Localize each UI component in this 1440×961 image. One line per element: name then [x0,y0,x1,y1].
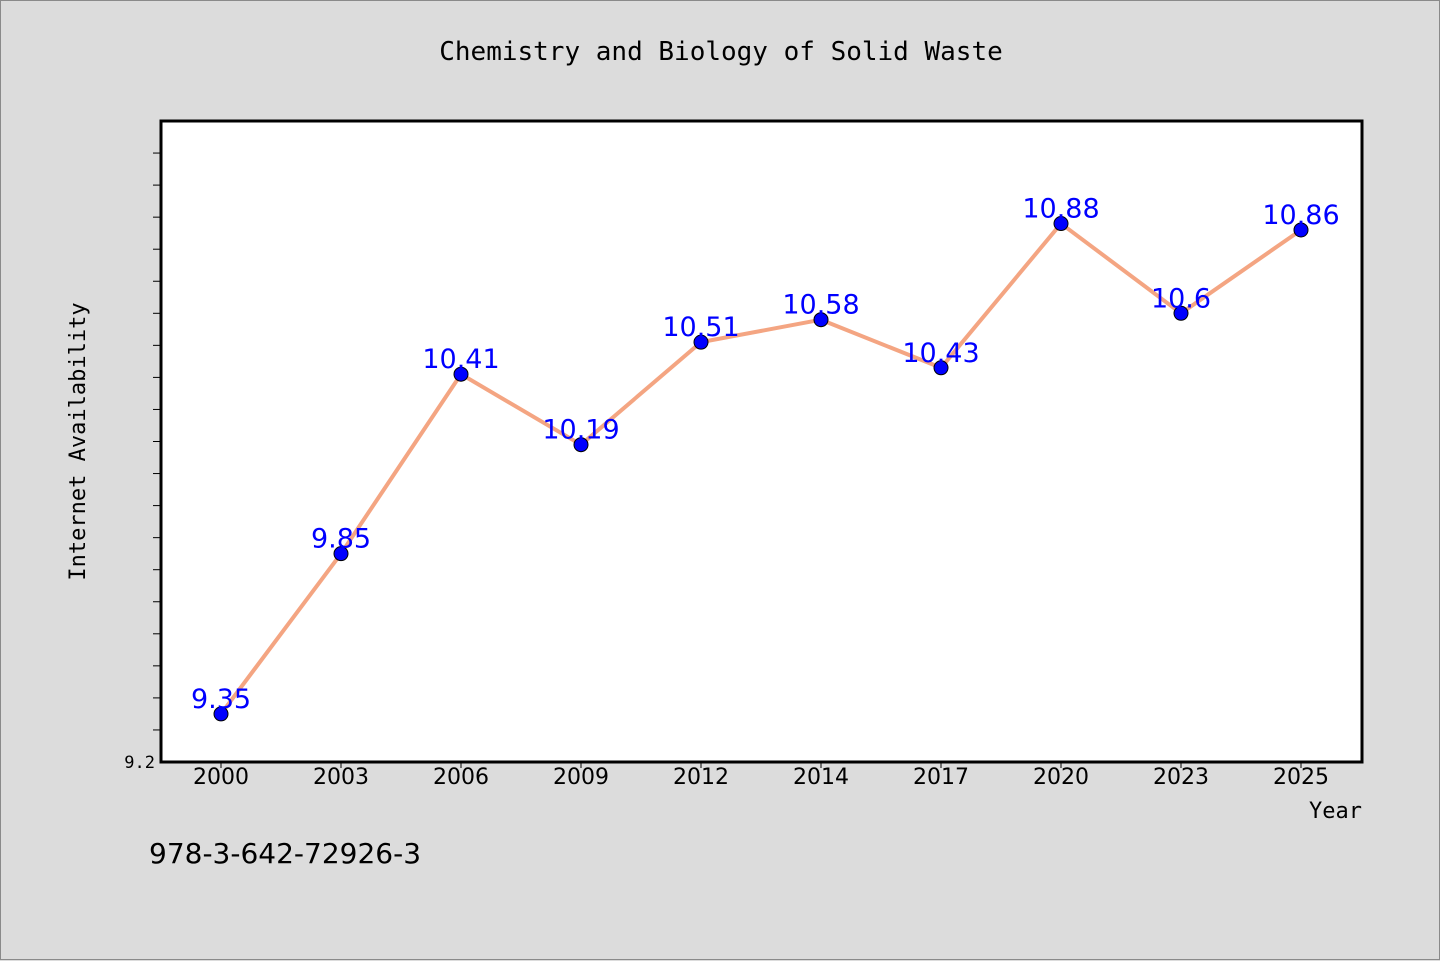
data-point [333,546,349,562]
x-tick-label: 2000 [193,765,249,790]
data-point [1173,305,1189,321]
data-label: 10.19 [542,415,619,446]
y-axis-label: Internet Availability [66,302,91,580]
x-tick-label: 2009 [553,765,609,790]
data-point [1053,216,1069,232]
x-tick-label: 2025 [1273,765,1329,790]
data-label: 10.51 [662,312,739,343]
plot-border [159,119,1364,764]
y-tick-label: 9.2 [124,753,155,773]
data-label: 10.86 [1262,200,1339,231]
data-label: 10.88 [1022,194,1099,225]
data-label: 10.43 [902,338,979,369]
x-tick-label: 2012 [673,765,729,790]
data-point [693,334,709,350]
data-label: 10.41 [422,344,499,375]
chart-title: Chemistry and Biology of Solid Waste [439,37,1003,67]
data-point [933,360,949,376]
footer-isbn: 978-3-642-72926-3 [149,837,422,870]
data-point [1293,222,1309,238]
x-tick-label: 2023 [1153,765,1209,790]
x-tick-label: 2006 [433,765,489,790]
data-point [453,366,469,382]
x-tick-label: 2020 [1033,765,1089,790]
data-label: 10.58 [782,290,859,321]
x-tick-label: 2017 [913,765,969,790]
series-line [219,221,1303,716]
plot-area [161,121,1362,762]
x-axis-label: Year [1309,799,1362,824]
data-point [573,437,589,453]
x-tick-label: 2003 [313,765,369,790]
data-label: 9.35 [191,684,251,715]
data-point [213,706,229,722]
data-label: 9.85 [311,524,371,555]
data-label: 10.6 [1151,283,1211,314]
data-point [813,312,829,328]
x-tick-label: 2014 [793,765,849,790]
